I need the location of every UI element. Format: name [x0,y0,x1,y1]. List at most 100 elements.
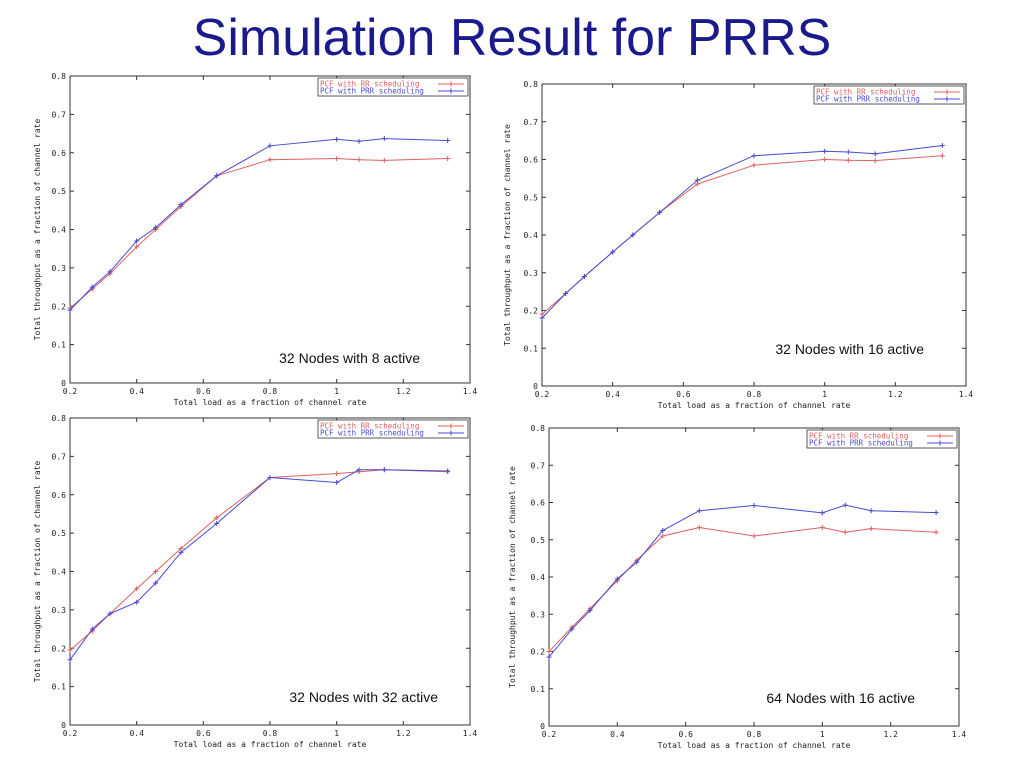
data-point [842,502,848,508]
data-point [153,580,159,586]
data-point [657,209,663,215]
x-axis-label: Total load as a fraction of channel rate [658,741,851,750]
x-tick-label: 0.2 [535,390,550,399]
chart-1: 0.2 0.4 0.6 0.8 1 1.2 1.4 0 0.1 0.2 0.3 0.4 0.5 0.6 0.… [33,72,477,407]
x-tick-label: 0.4 [129,729,144,738]
x-axis-label: Total load as a fraction of channel rate [174,398,367,407]
data-point [381,136,387,142]
data-point [581,274,587,280]
series-line-prr [541,145,943,319]
x-tick-label: 0.2 [542,730,557,739]
data-point [178,549,184,555]
data-point [842,529,848,535]
data-point [134,238,140,244]
x-tick-label: 1.2 [396,729,411,738]
data-point [610,249,616,255]
x-tick-label: 0.6 [676,390,691,399]
data-point [587,608,593,614]
y-tick-label: 0.6 [52,149,67,158]
data-point [445,137,451,143]
legend-label: PCF with PRR scheduling [320,87,424,96]
data-point [563,291,569,297]
y-tick-label: 0.8 [524,80,539,89]
x-tick-label: 1.2 [888,390,903,399]
x-tick-label: 0.4 [129,387,144,396]
data-point [153,569,159,574]
y-tick-label: 0.2 [531,648,546,657]
y-tick-label: 0.3 [531,610,546,619]
data-point [134,244,140,250]
series-line-rr [69,469,448,651]
data-point [546,649,552,654]
y-tick-label: 0.5 [524,193,539,202]
y-tick-label: 0 [61,379,66,388]
data-point [939,143,945,149]
data-point [868,526,874,532]
y-axis-label: Total throughput as a fraction of channe… [33,461,42,683]
chart-caption: 64 Nodes with 16 active [766,690,915,706]
data-point [381,467,387,473]
data-point [67,647,73,653]
y-tick-label: 0.7 [531,461,546,470]
legend-box [813,85,965,105]
x-axis-label: Total load as a fraction of channel rate [658,401,851,410]
y-axis-label: Total throughput as a fraction of channe… [503,124,512,346]
data-point [614,576,620,582]
y-tick-label: 0.5 [52,529,67,538]
data-point [822,148,828,154]
legend-box [806,429,958,449]
chart-panel-1: 0.2 0.4 0.6 0.8 1 1.2 1.4 0 0.1 0.2 0.3 0.4 0.5 0.6 0.… [30,68,500,410]
series-line-rr [548,526,937,652]
x-tick-label: 1 [820,730,825,739]
x-tick-label: 0.8 [263,729,278,738]
chart-2: 0.2 0.4 0.6 0.8 1 1.2 1.4 0 0.1 0.2 0.3 0.4 0.5 0.6 0.… [503,80,973,410]
data-point [153,225,159,231]
data-point [381,157,387,163]
y-tick-label: 0.2 [52,302,67,311]
data-point [214,521,220,527]
chart-3: 0.2 0.4 0.6 0.8 1 1.2 1.4 0 0.1 0.2 0.3 0.4 0.5 0.6 0.… [33,414,477,749]
y-tick-label: 0.6 [531,499,546,508]
y-tick-label: 0.8 [52,72,67,81]
plot-frame [548,427,960,727]
data-point [334,136,340,142]
y-axis-label: Total throughput as a fraction of channe… [508,466,517,688]
x-tick-label: 0.6 [196,387,211,396]
data-point [178,202,184,208]
data-point [634,559,640,565]
x-tick-label: 0.2 [63,729,78,738]
data-point [356,467,362,473]
legend-marker [448,88,454,94]
plot-frame [69,75,471,384]
legend-label: PCF with RR scheduling [320,80,419,89]
y-tick-label: 0.3 [524,269,539,278]
data-point [845,149,851,155]
chart-panel-2: 0.2 0.4 0.6 0.8 1 1.2 1.4 0 0.1 0.2 0.3 0.4 0.5 0.6 0.… [500,76,980,412]
data-point [822,157,828,162]
series-line-rr [69,157,448,309]
data-point [334,156,340,162]
data-point [569,626,575,632]
data-point [660,533,666,539]
legend-box [317,77,469,97]
y-tick-label: 0 [540,722,545,731]
x-tick-label: 0.4 [605,390,620,399]
y-tick-label: 0.5 [52,187,67,196]
plot-frame [69,417,471,726]
x-tick-label: 1.2 [883,730,898,739]
legend-label: PCF with RR scheduling [816,88,915,97]
y-tick-label: 0.2 [52,644,67,653]
data-point [445,156,451,162]
data-point [267,157,273,163]
data-point [267,474,273,480]
legend-marker [937,440,943,446]
data-point [107,269,113,275]
chart-4: 0.2 0.4 0.6 0.8 1 1.2 1.4 0 0.1 0.2 0.3 0.4 0.5 0.6 0.… [508,424,966,750]
data-point [694,177,700,183]
data-point [696,524,702,530]
data-point [539,315,545,321]
x-tick-label: 0.6 [678,730,693,739]
data-point [868,508,874,514]
data-point [107,611,113,617]
y-tick-label: 0.7 [524,118,539,127]
